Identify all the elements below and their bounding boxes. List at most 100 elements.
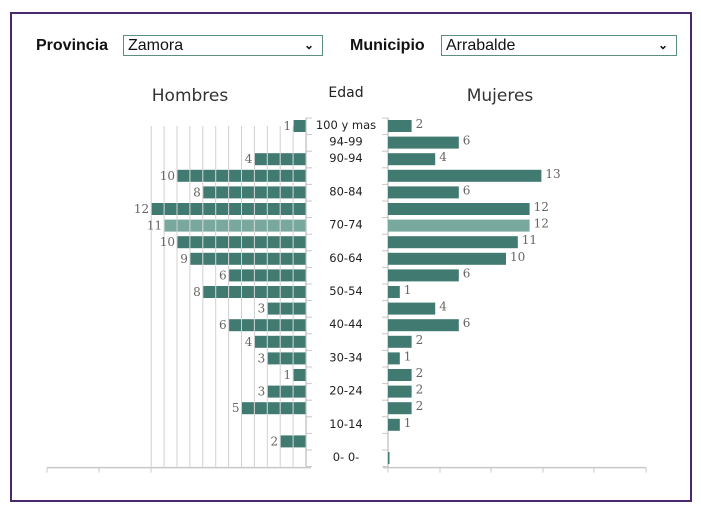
- bar-mujeres-85-89: [388, 169, 542, 182]
- value-label-mujeres: 4: [439, 300, 447, 314]
- bar-hombres-75-79-seg: [177, 203, 190, 215]
- bar-hombres-80-84-seg: [242, 186, 254, 199]
- bar-hombres-55-59-seg: [267, 269, 280, 282]
- bar-hombres-40-44-seg: [254, 319, 267, 332]
- bar-hombres-15-19-seg: [280, 402, 293, 415]
- bar-hombres-85-89-seg: [216, 169, 229, 182]
- value-label-hombres: 10: [160, 169, 175, 183]
- value-label-mujeres: 1: [404, 416, 412, 430]
- municipio-select[interactable]: Arrabalde ⌄: [441, 35, 677, 56]
- bar-hombres-75-79-seg: [267, 203, 280, 215]
- left-grid: [150, 126, 294, 467]
- bar-hombres-70-74-seg: [293, 219, 306, 232]
- bar-hombres-45-49-seg: [280, 302, 293, 315]
- bar-hombres-75-79-seg: [203, 203, 216, 215]
- bar-hombres-65-69-seg: [203, 236, 216, 249]
- bar-hombres-55-59-seg: [293, 269, 306, 282]
- municipio-label: Municipio: [350, 37, 425, 54]
- bar-hombres-85-89-seg: [254, 169, 267, 182]
- bar-hombres-50-54-seg: [229, 286, 241, 298]
- bar-hombres-70-74-seg: [203, 219, 216, 232]
- age-label: 70-74: [329, 218, 362, 232]
- bar-hombres-65-69-seg: [190, 236, 203, 249]
- value-label-mujeres: 11: [522, 233, 537, 247]
- bar-hombres-50-54-seg: [293, 286, 306, 298]
- left-title: Hombres: [152, 86, 229, 106]
- bar-hombres-15-19-seg: [293, 402, 306, 415]
- value-label-hombres: 12: [134, 202, 149, 216]
- bar-mujeres-30-34: [388, 352, 400, 365]
- bar-mujeres-95-99: [388, 136, 459, 149]
- bar-mujeres-65-69: [388, 236, 518, 249]
- bar-hombres-40-44-seg: [242, 319, 254, 332]
- right-title: Mujeres: [467, 86, 534, 106]
- widget-frame: [10, 12, 692, 502]
- bar-hombres-20-24-seg: [293, 385, 306, 398]
- bar-mujeres-80-84: [388, 186, 459, 199]
- value-label-hombres: 1: [283, 368, 291, 382]
- bar-hombres-35-39-seg: [293, 335, 306, 348]
- bar-hombres-75-79-seg: [151, 203, 164, 215]
- value-label-hombres: 11: [147, 219, 162, 233]
- bar-hombres-75-79-seg: [242, 203, 254, 215]
- bar-hombres-85-89-seg: [229, 169, 241, 182]
- bar-hombres-70-74-seg: [164, 219, 177, 232]
- bar-hombres-45-49-seg: [293, 302, 306, 315]
- bar-hombres-15-19-seg: [242, 402, 254, 415]
- provincia-select[interactable]: Zamora ⌄: [123, 35, 323, 56]
- bar-mujeres-45-49: [388, 302, 436, 315]
- bar-hombres-20-24-seg: [267, 385, 280, 398]
- bar-hombres-85-89-seg: [177, 169, 190, 182]
- age-label: 90-94: [329, 151, 362, 165]
- bar-hombres-60-64-seg: [254, 252, 267, 265]
- value-label-mujeres: 1: [404, 349, 412, 363]
- bar-hombres-85-89-seg: [242, 169, 254, 182]
- bar-mujeres-20-24: [388, 385, 412, 398]
- value-label-hombres: 4: [245, 152, 253, 166]
- bar-hombres-80-84-seg: [216, 186, 229, 199]
- bar-hombres-35-39-seg: [280, 335, 293, 348]
- bar-hombres-65-69-seg: [242, 236, 254, 249]
- bar-hombres-50-54-seg: [254, 286, 267, 298]
- bar-hombres-90-94-seg: [267, 153, 280, 166]
- bar-hombres-65-69-seg: [229, 236, 241, 249]
- bar-hombres-75-79-seg: [293, 203, 306, 215]
- value-label-hombres: 9: [180, 252, 188, 266]
- bar-hombres-90-94-seg: [293, 153, 306, 166]
- value-label-hombres: 5: [232, 401, 240, 415]
- bar-hombres-55-59-seg: [229, 269, 241, 282]
- value-label-hombres: 8: [193, 185, 201, 199]
- age-label: 30-34: [329, 350, 362, 364]
- bar-hombres-70-74-seg: [280, 219, 293, 232]
- bar-hombres-80-84-seg: [203, 186, 216, 199]
- bar-hombres-80-84-seg: [267, 186, 280, 199]
- age-label: 60-64: [329, 251, 362, 265]
- age-label: 80-84: [329, 184, 362, 198]
- bar-hombres-65-69-seg: [267, 236, 280, 249]
- age-label: 94-99: [329, 135, 362, 149]
- bar-hombres-80-84-seg: [254, 186, 267, 199]
- bar-hombres-60-64-seg: [190, 252, 203, 265]
- bar-hombres-65-69-seg: [280, 236, 293, 249]
- bar-hombres-70-74-seg: [242, 219, 254, 232]
- bar-hombres-85-89-seg: [280, 169, 293, 182]
- bar-hombres-55-59-seg: [242, 269, 254, 282]
- bar-mujeres-60-64: [388, 252, 506, 265]
- age-label: 10-14: [329, 417, 362, 431]
- value-label-hombres: 6: [219, 268, 227, 282]
- bar-hombres-70-74-seg: [229, 219, 241, 232]
- bar-hombres-60-64-seg: [203, 252, 216, 265]
- bar-hombres-50-54-seg: [267, 286, 280, 298]
- value-label-hombres: 8: [193, 285, 201, 299]
- bar-hombres-40-44-seg: [293, 319, 306, 332]
- bar-hombres-40-44-seg: [280, 319, 293, 332]
- bar-hombres-100 y mas-seg: [293, 120, 306, 132]
- bar-hombres-85-89-seg: [190, 169, 203, 182]
- bar-mujeres-100 y mas: [388, 120, 412, 132]
- bar-hombres-90-94-seg: [280, 153, 293, 166]
- bar-hombres-70-74-seg: [254, 219, 267, 232]
- bar-hombres-60-64-seg: [216, 252, 229, 265]
- bar-hombres-75-79-seg: [216, 203, 229, 215]
- bar-hombres-55-59-seg: [254, 269, 267, 282]
